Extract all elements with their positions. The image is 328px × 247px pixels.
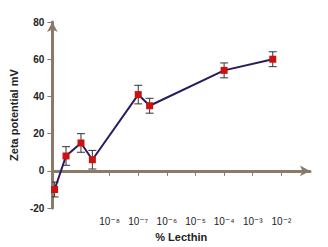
svg-text:0: 0	[39, 165, 45, 176]
svg-text:10⁻⁴: 10⁻⁴	[214, 216, 235, 227]
svg-text:10⁻²: 10⁻²	[272, 216, 292, 227]
svg-text:20: 20	[33, 128, 45, 139]
svg-text:10⁻³: 10⁻³	[243, 216, 263, 227]
svg-text:10⁻⁷: 10⁻⁷	[128, 216, 148, 227]
svg-text:10⁻⁸: 10⁻⁸	[99, 216, 120, 227]
svg-text:Zeta potential mV: Zeta potential mV	[8, 69, 20, 161]
svg-text:% Lecthin: % Lecthin	[155, 231, 207, 243]
svg-text:-20: -20	[30, 203, 45, 214]
svg-text:40: 40	[33, 91, 45, 102]
svg-text:10⁻⁶: 10⁻⁶	[157, 216, 178, 227]
svg-text:80: 80	[33, 17, 45, 28]
svg-text:10⁻⁵: 10⁻⁵	[185, 216, 206, 227]
svg-text:60: 60	[33, 54, 45, 65]
